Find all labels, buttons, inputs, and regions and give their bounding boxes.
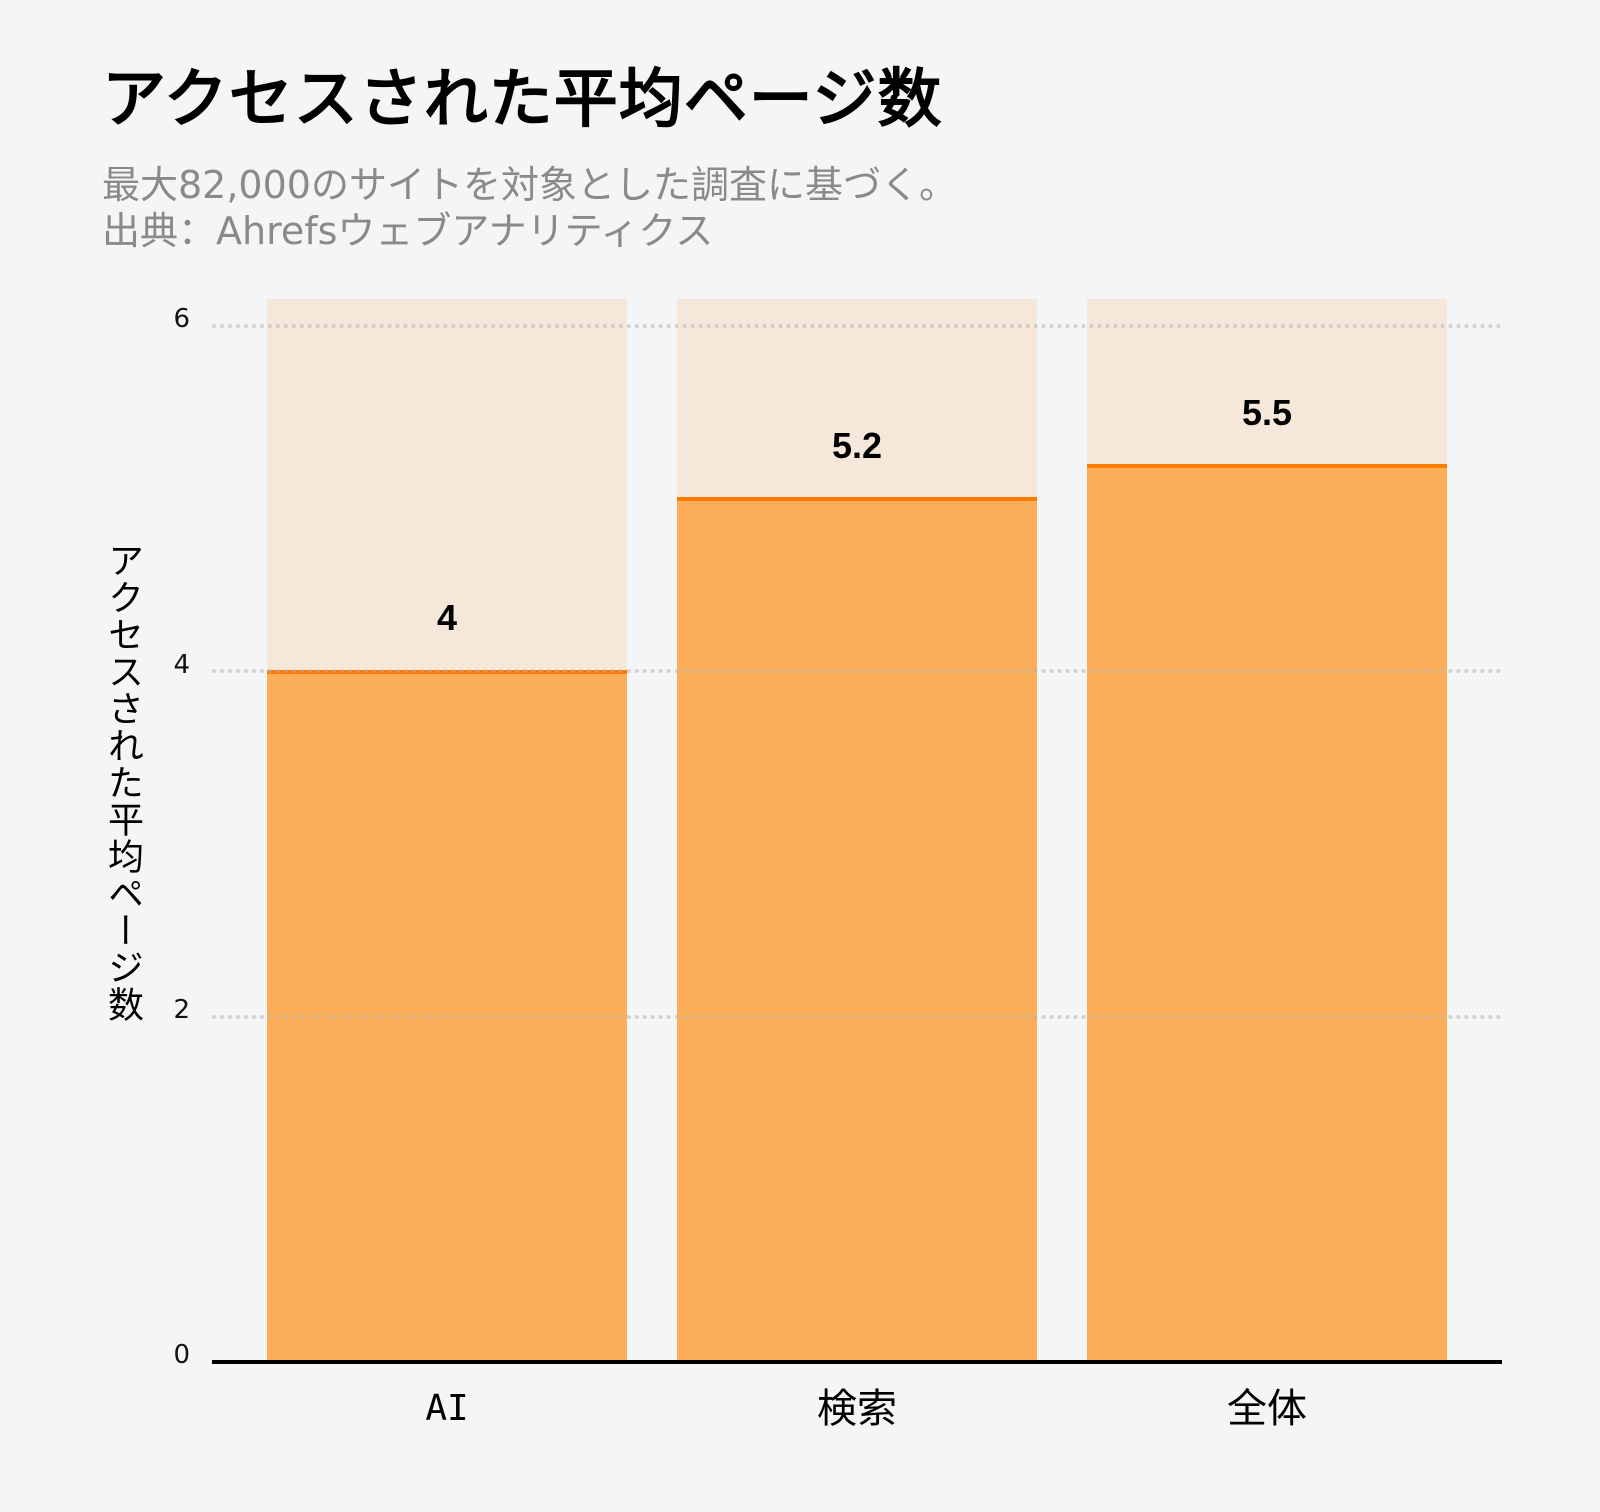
bar-overall[interactable] bbox=[1087, 464, 1447, 1362]
y-tick-4: 4 bbox=[173, 650, 190, 680]
category-label-search: 検索 bbox=[817, 1386, 897, 1432]
gridline-2 bbox=[212, 1015, 1502, 1019]
category-label-ai: AI bbox=[425, 1388, 469, 1429]
subtitle-line-2: 出典：Ahrefsウェブアナリティクス bbox=[102, 209, 714, 253]
chart-title: アクセスされた平均ページ数 bbox=[102, 63, 943, 137]
value-label-ai: 4 bbox=[436, 597, 458, 638]
x-axis-line bbox=[212, 1360, 1502, 1364]
y-tick-0: 0 bbox=[173, 1340, 190, 1370]
subtitle-line-1: 最大82,000のサイトを対象とした調査に基づく。 bbox=[102, 163, 957, 207]
value-label-search: 5.2 bbox=[831, 425, 883, 466]
y-tick-2: 2 bbox=[173, 995, 190, 1025]
chart-subtitle: 最大82,000のサイトを対象とした調査に基づく。 出典：Ahrefsウェブアナ… bbox=[102, 162, 957, 254]
y-tick-6: 6 bbox=[173, 304, 190, 334]
gridline-6 bbox=[212, 324, 1502, 328]
gridline-4 bbox=[212, 669, 1502, 673]
bar-search[interactable] bbox=[677, 497, 1037, 1362]
y-axis-label: アクセスされた平均ページ数 bbox=[102, 542, 143, 1023]
value-label-overall: 5.5 bbox=[1241, 392, 1293, 433]
category-label-overall: 全体 bbox=[1227, 1386, 1307, 1432]
